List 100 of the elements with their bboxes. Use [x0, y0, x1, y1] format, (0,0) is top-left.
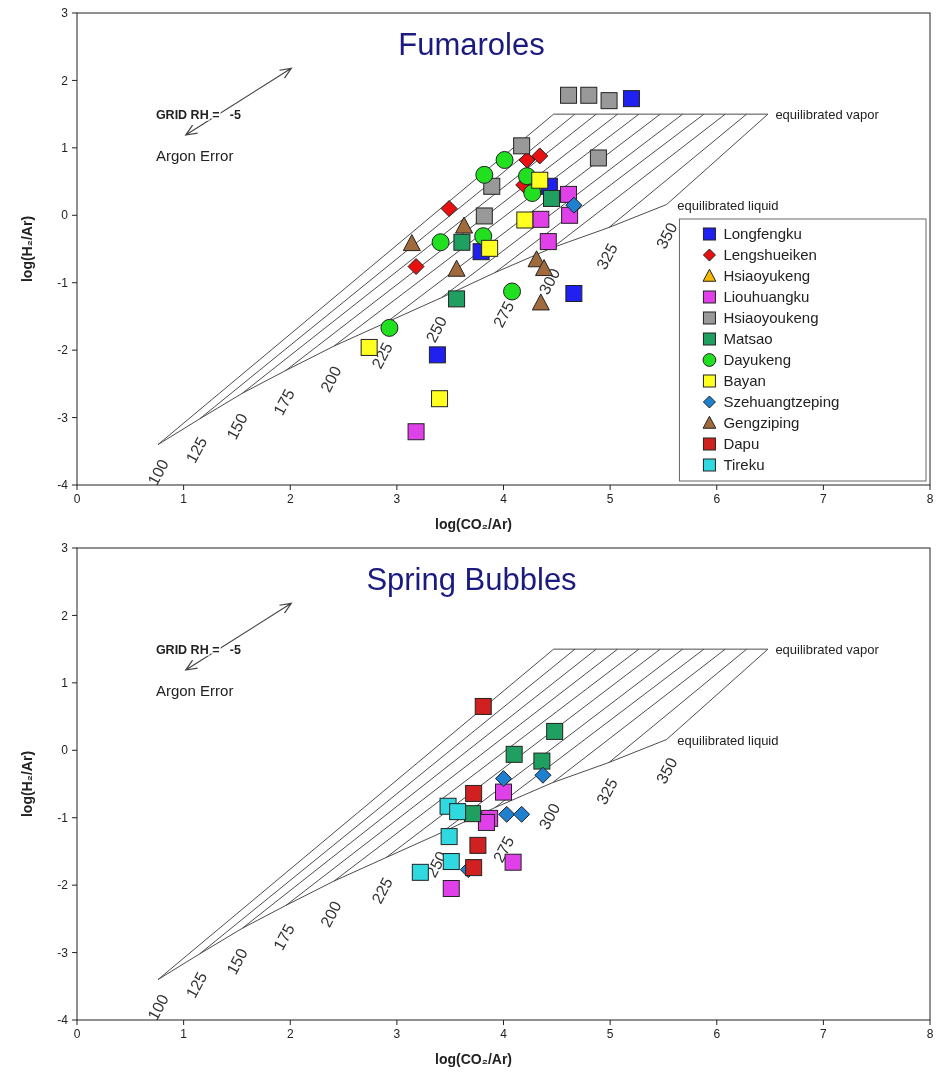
- point: [411, 863, 429, 881]
- legend-label: Hsiaoyoukeng: [723, 309, 819, 327]
- y-tick-label: 0: [61, 743, 69, 758]
- point: [531, 171, 549, 189]
- legend-label: Dapu: [723, 435, 760, 453]
- annotation: 200: [317, 898, 345, 930]
- annotation: 250: [422, 313, 451, 346]
- y-tick-label: -4: [57, 1013, 69, 1028]
- point: [495, 150, 514, 169]
- point: [442, 880, 460, 898]
- x-tick-label: 2: [286, 492, 294, 506]
- point: [453, 233, 471, 251]
- annotation: 150: [223, 410, 251, 443]
- y-tick-label: -4: [57, 478, 69, 493]
- annotation: 225: [368, 874, 396, 907]
- point: [534, 766, 552, 784]
- point: [464, 805, 482, 823]
- x-tick-label: 8: [926, 492, 934, 506]
- point: [495, 783, 512, 801]
- y-tick-label: 3: [61, 6, 69, 21]
- x-tick-label: 0: [73, 1027, 81, 1041]
- annotation: Argon Error: [155, 682, 234, 700]
- x-tick-label: 1: [180, 492, 188, 506]
- point: [505, 745, 523, 763]
- y-axis-title: log(H₂/Ar): [19, 750, 35, 818]
- point: [440, 828, 458, 846]
- point: [481, 239, 499, 257]
- annotation: 200: [317, 363, 345, 395]
- legend-label: Tireku: [723, 456, 765, 474]
- annotation: 175: [270, 921, 298, 953]
- point: [495, 770, 512, 788]
- x-tick-label: 7: [820, 1027, 828, 1041]
- y-tick-label: -3: [57, 945, 69, 960]
- legend-label: Gengziping: [723, 414, 800, 432]
- annotation: 125: [182, 969, 211, 1001]
- x-tick-label: 6: [713, 1027, 721, 1041]
- point: [600, 92, 618, 110]
- annotation: Argon Error: [155, 147, 234, 165]
- annotation: 325: [593, 240, 621, 273]
- point: [546, 722, 564, 740]
- y-tick-label: 3: [61, 541, 69, 556]
- point: [565, 285, 583, 302]
- annotation: 225: [368, 339, 396, 372]
- annotation: equilibrated liquid: [677, 197, 779, 213]
- point: [533, 752, 551, 770]
- legend-label: Longfengku: [723, 225, 802, 243]
- point: [589, 149, 607, 167]
- point: [539, 233, 557, 251]
- legend-label: Matsao: [723, 330, 773, 348]
- point: [402, 234, 421, 252]
- point: [475, 165, 494, 184]
- point: [407, 423, 425, 441]
- x-tick-label: 5: [606, 492, 614, 506]
- point: [498, 805, 516, 823]
- legend-label: Lengshueiken: [723, 246, 817, 264]
- point: [455, 216, 474, 234]
- point: [469, 836, 487, 854]
- point: [477, 813, 495, 831]
- annotation: 350: [652, 754, 681, 787]
- y-tick-label: 1: [61, 676, 69, 691]
- annotation: 350: [652, 219, 681, 252]
- point: [580, 86, 598, 104]
- x-tick-label: 3: [393, 492, 401, 506]
- point: [622, 90, 640, 108]
- legend-label: Dayukeng: [723, 351, 791, 369]
- x-tick-label: 5: [606, 1027, 614, 1041]
- point: [518, 151, 536, 169]
- point: [542, 189, 560, 207]
- point: [465, 859, 483, 877]
- point: [474, 697, 492, 715]
- point: [448, 290, 466, 308]
- y-tick-label: 2: [61, 73, 69, 88]
- annotation: 125: [182, 434, 211, 466]
- y-tick-label: 1: [61, 141, 69, 156]
- point: [475, 207, 493, 225]
- point: [531, 293, 550, 311]
- legend-label: Hsiaoyukeng: [723, 267, 811, 285]
- annotation: equilibrated vapor: [775, 641, 880, 657]
- legend-label: Szehuangtzeping: [723, 393, 840, 411]
- annotation: 175: [270, 386, 298, 418]
- annotation: equilibrated liquid: [677, 732, 779, 748]
- x-axis-title: log(CO₂/Ar): [435, 1051, 512, 1067]
- y-axis-title: log(H₂/Ar): [19, 215, 35, 283]
- point: [513, 137, 531, 155]
- point: [532, 210, 550, 228]
- annotation: 275: [489, 833, 518, 866]
- x-tick-label: 7: [820, 492, 828, 506]
- x-tick-label: 0: [73, 492, 81, 506]
- text: Spring Bubbles: [366, 562, 577, 597]
- point: [531, 147, 549, 165]
- y-tick-label: -3: [57, 410, 69, 425]
- y-tick-label: -2: [57, 878, 69, 893]
- y-tick-label: -1: [57, 275, 69, 290]
- legend-label: Liouhuangku: [723, 288, 810, 306]
- point: [565, 196, 583, 214]
- point: [447, 259, 466, 277]
- point: [503, 282, 522, 301]
- annotation: 300: [535, 800, 564, 833]
- y-tick-label: -1: [57, 810, 69, 825]
- point: [465, 784, 483, 802]
